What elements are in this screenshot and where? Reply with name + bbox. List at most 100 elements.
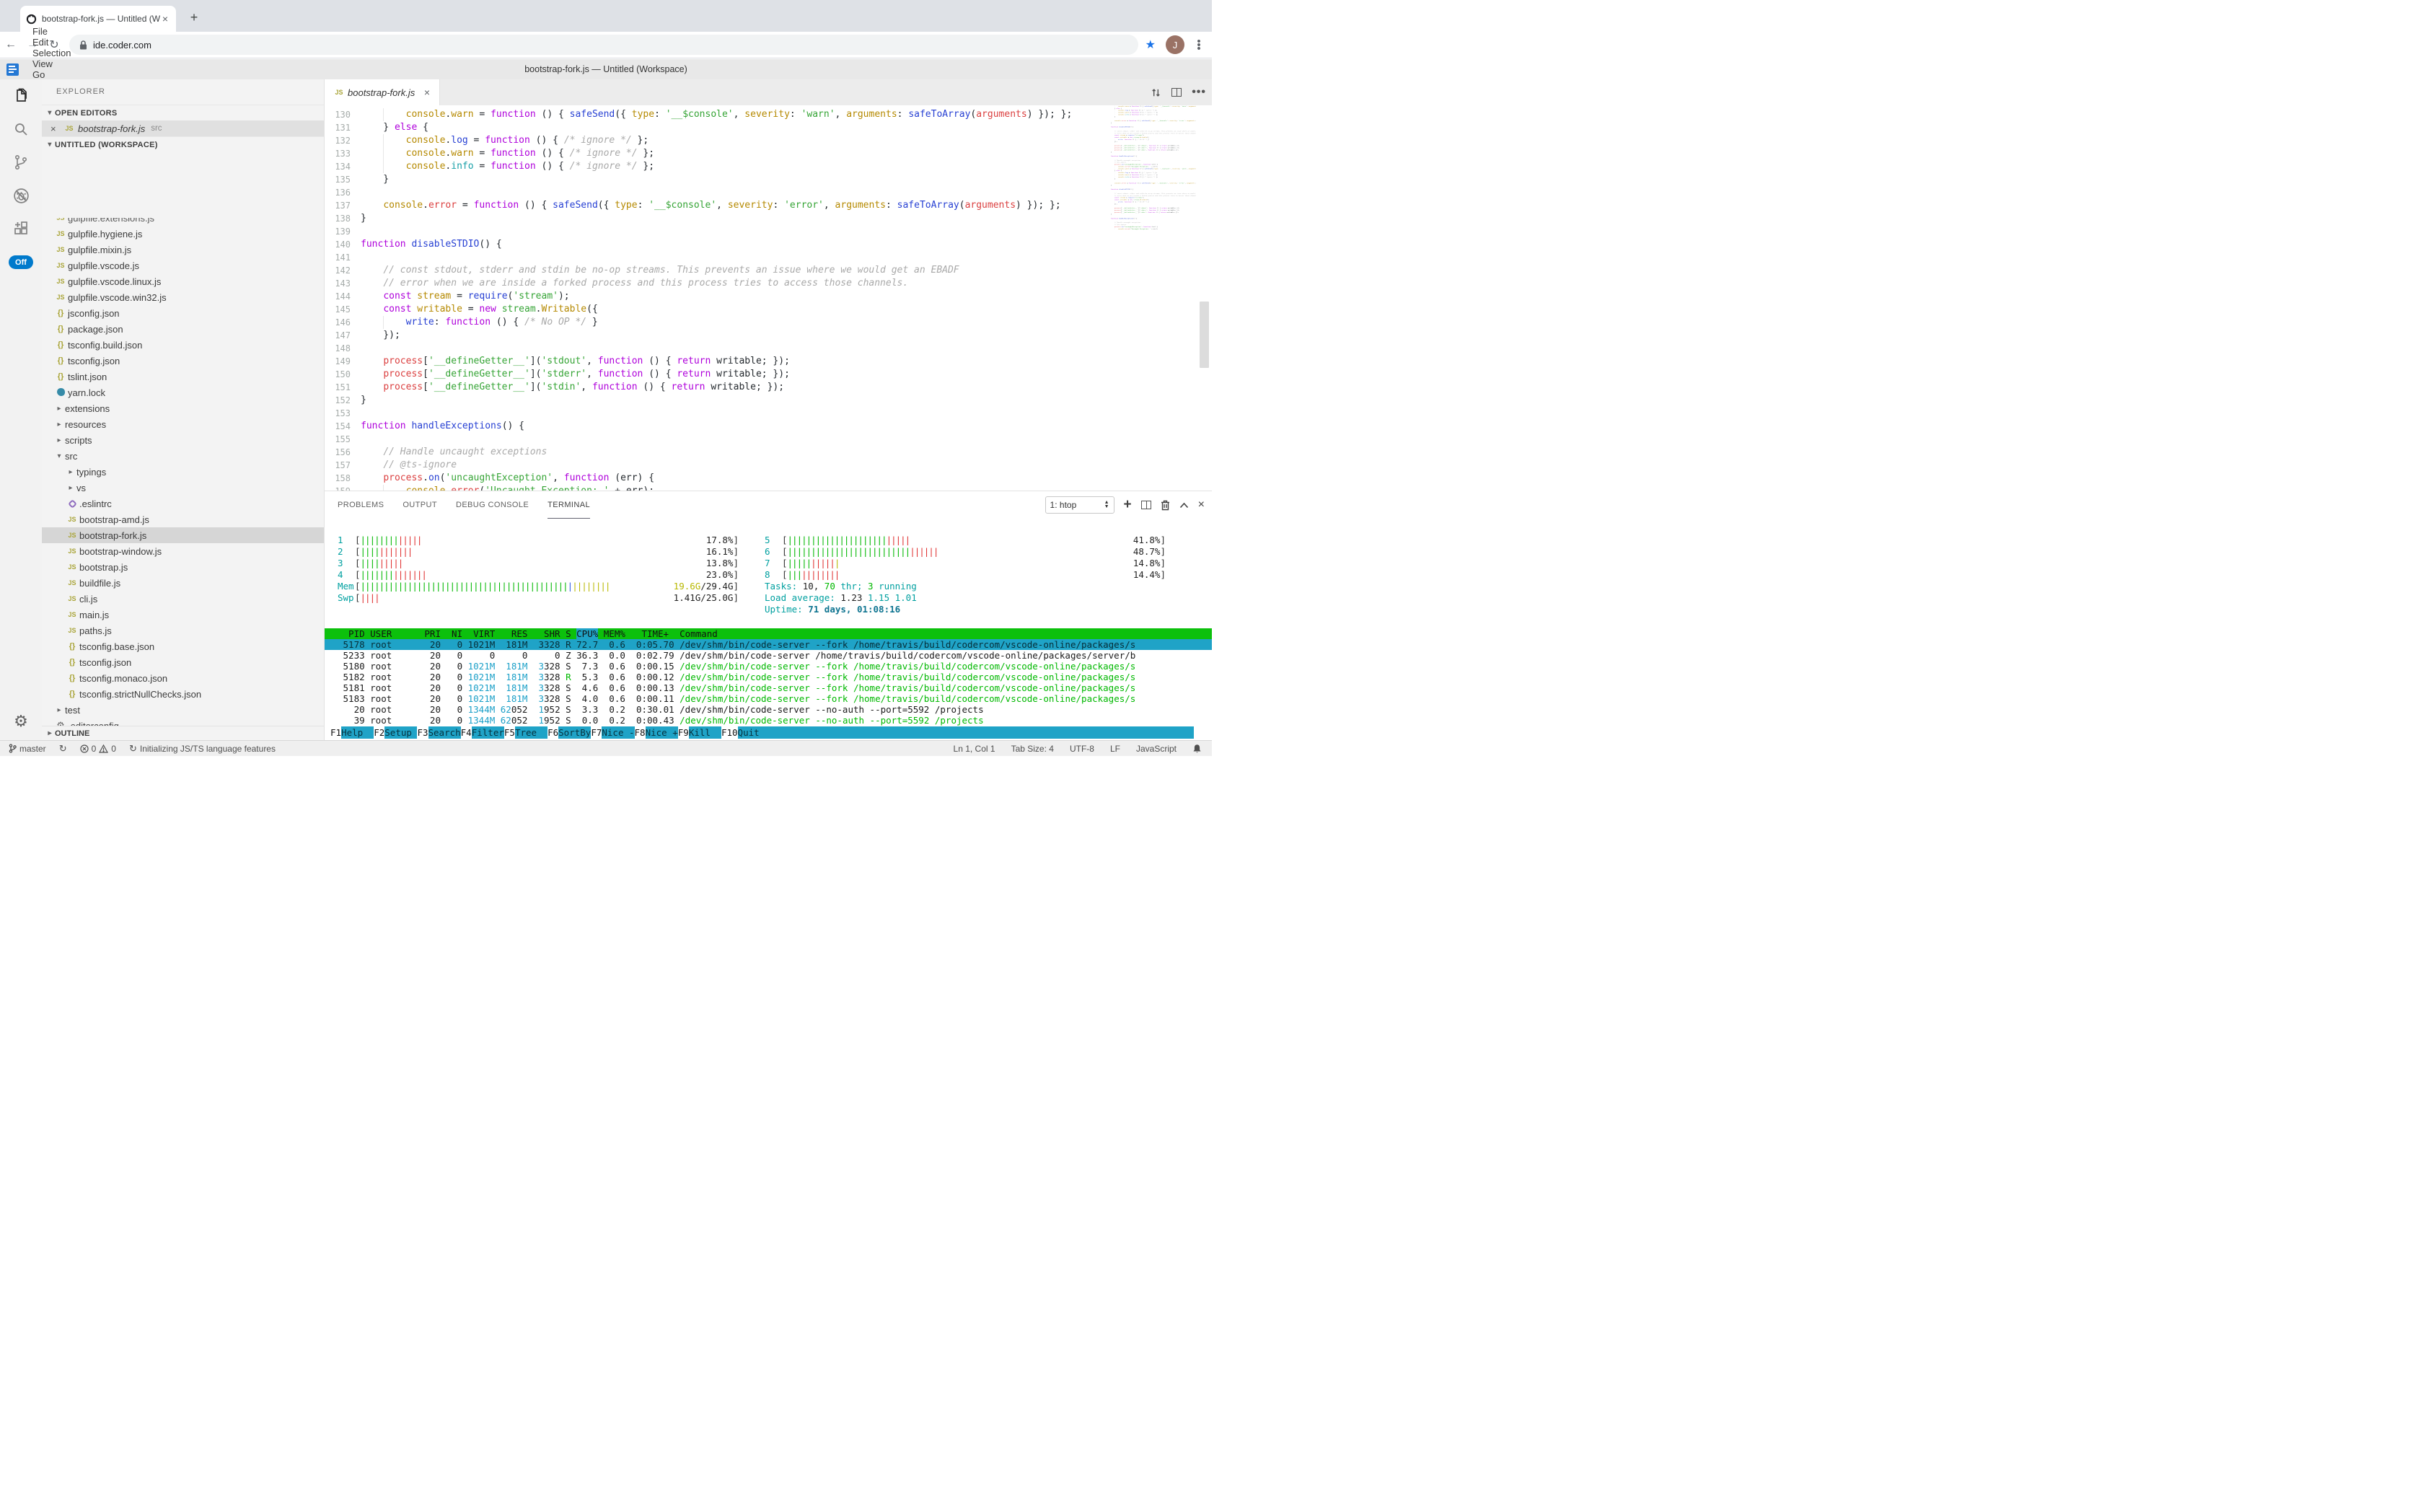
panel-tab-terminal[interactable]: TERMINAL <box>548 491 590 519</box>
tree-item-resources[interactable]: ▸resources <box>42 416 324 432</box>
tree-item-jsconfig-json[interactable]: {}jsconfig.json <box>42 305 324 321</box>
tree-item-buildfile-js[interactable]: JSbuildfile.js <box>42 575 324 591</box>
split-editor-icon[interactable] <box>1171 88 1182 97</box>
sync-button[interactable]: ↻ <box>58 743 69 755</box>
eol-indicator[interactable]: LF <box>1109 744 1122 754</box>
tree-item-test[interactable]: ▸test <box>42 702 324 718</box>
code-editor[interactable]: 130 console.warn = function () { safeSen… <box>325 105 1212 491</box>
fn-label-nice[interactable]: Nice - <box>602 726 634 739</box>
extensions-icon[interactable] <box>0 212 42 245</box>
tree-item-tsconfig-base-json[interactable]: {}tsconfig.base.json <box>42 638 324 654</box>
tree-item-gulpfile-extensions-js[interactable]: JSgulpfile.extensions.js <box>42 218 324 226</box>
bookmark-star-icon[interactable]: ★ <box>1145 38 1156 52</box>
fn-label-nice[interactable]: Nice + <box>646 726 678 739</box>
outline-section-header[interactable]: ▸ OUTLINE <box>42 726 324 740</box>
menu-item-edit[interactable]: Edit <box>26 37 77 48</box>
minimap[interactable]: console.warn = function () { safeSend({ … <box>1111 105 1196 491</box>
tree-item-gulpfile-mixin-js[interactable]: JSgulpfile.mixin.js <box>42 242 324 258</box>
column-header[interactable]: CPU% <box>576 628 598 639</box>
process-row[interactable]: 39 root 20 0 1344M 62052 1952 S 0.0 0.2 … <box>325 715 1212 726</box>
fn-label-kill[interactable]: Kill <box>689 726 721 739</box>
process-row[interactable]: 5181 root 20 0 1021M 181M 3328 S 4.6 0.6… <box>325 682 1212 693</box>
process-row[interactable]: 5180 root 20 0 1021M 181M 3328 S 7.3 0.6… <box>325 661 1212 672</box>
column-header[interactable]: MEM% TIME+ Command <box>598 628 718 639</box>
panel-tab-problems[interactable]: PROBLEMS <box>338 491 384 519</box>
address-bar[interactable]: ide.coder.com <box>69 35 1138 55</box>
fn-key-f6[interactable]: F6 <box>548 726 558 739</box>
settings-gear-icon[interactable]: ⚙ <box>0 707 42 736</box>
off-badge[interactable]: Off <box>9 255 33 269</box>
fn-label-setup[interactable]: Setup <box>384 726 417 739</box>
tree-item-bootstrap-js[interactable]: JSbootstrap.js <box>42 559 324 575</box>
tab-close-icon[interactable]: × <box>422 87 432 98</box>
fn-key-f5[interactable]: F5 <box>504 726 515 739</box>
split-terminal-icon[interactable] <box>1141 501 1151 509</box>
editor-scrollbar-thumb[interactable] <box>1200 302 1209 368</box>
tree-item-gulpfile-vscode-js[interactable]: JSgulpfile.vscode.js <box>42 258 324 273</box>
source-control-icon[interactable] <box>0 146 42 179</box>
language-mode[interactable]: JavaScript <box>1135 744 1178 754</box>
fn-key-f2[interactable]: F2 <box>374 726 384 739</box>
column-header[interactable]: PID USER PRI NI VIRT RES SHR S <box>338 628 576 639</box>
fn-label-tree[interactable]: Tree <box>515 726 548 739</box>
profile-avatar[interactable]: J <box>1166 35 1184 54</box>
fn-key-f10[interactable]: F10 <box>721 726 738 739</box>
tree-item-package-json[interactable]: {}package.json <box>42 321 324 337</box>
more-actions-icon[interactable]: ••• <box>1192 86 1206 99</box>
close-icon[interactable]: × <box>50 123 62 134</box>
process-row[interactable]: 5183 root 20 0 1021M 181M 3328 S 4.0 0.6… <box>325 693 1212 704</box>
terminal-select[interactable]: 1: htop ▲▼ <box>1045 496 1114 514</box>
sync-icon[interactable] <box>1151 87 1161 98</box>
terminal-htop[interactable]: 1[|||||||||||||17.8%]2[|||||||||||16.1%]… <box>325 519 1212 740</box>
tree-item-vs[interactable]: ▸vs <box>42 480 324 496</box>
tree-item-scripts[interactable]: ▸scripts <box>42 432 324 448</box>
tree-item-yarn-lock[interactable]: yarn.lock <box>42 384 324 400</box>
open-editor-item[interactable]: × JS bootstrap-fork.js src <box>42 120 324 136</box>
fn-label-filter[interactable]: Filter <box>472 726 504 739</box>
menu-item-view[interactable]: View <box>26 58 77 69</box>
menu-item-selection[interactable]: Selection <box>26 48 77 58</box>
tree-item-eslintrc[interactable]: .eslintrc <box>42 496 324 511</box>
tree-item-cli-js[interactable]: JScli.js <box>42 591 324 607</box>
tree-item-tsconfig-monaco-json[interactable]: {}tsconfig.monaco.json <box>42 670 324 686</box>
tree-item-extensions[interactable]: ▸extensions <box>42 400 324 416</box>
tree-item-tsconfig-json[interactable]: {}tsconfig.json <box>42 353 324 369</box>
menu-item-file[interactable]: File <box>26 26 77 37</box>
search-icon[interactable] <box>0 113 42 146</box>
fn-key-f8[interactable]: F8 <box>635 726 646 739</box>
tab-close-icon[interactable]: × <box>160 13 170 25</box>
new-terminal-icon[interactable]: + <box>1124 497 1132 513</box>
tree-item-bootstrap-fork-js[interactable]: JSbootstrap-fork.js <box>42 527 324 543</box>
tree-item-tsconfig-strictnullchecks-json[interactable]: {}tsconfig.strictNullChecks.json <box>42 686 324 702</box>
cursor-position[interactable]: Ln 1, Col 1 <box>952 744 997 754</box>
tree-item-gulpfile-vscode-win32-js[interactable]: JSgulpfile.vscode.win32.js <box>42 289 324 305</box>
open-editors-header[interactable]: ▾ OPEN EDITORS <box>42 105 324 120</box>
tree-item-gulpfile-hygiene-js[interactable]: JSgulpfile.hygiene.js <box>42 226 324 242</box>
process-row[interactable]: 5182 root 20 0 1021M 181M 3328 R 5.3 0.6… <box>325 672 1212 682</box>
tree-item-src[interactable]: ▾src <box>42 448 324 464</box>
editor-tab-bootstrap-fork[interactable]: JS bootstrap-fork.js × <box>325 79 440 105</box>
panel-tab-output[interactable]: OUTPUT <box>403 491 437 519</box>
tree-item-typings[interactable]: ▸typings <box>42 464 324 480</box>
workspace-header[interactable]: ▾ UNTITLED (WORKSPACE) <box>42 136 324 152</box>
fn-label-quit[interactable]: Quit <box>738 726 760 739</box>
tree-item-paths-js[interactable]: JSpaths.js <box>42 623 324 638</box>
debug-disabled-icon[interactable] <box>0 179 42 212</box>
menu-item-go[interactable]: Go <box>26 69 77 80</box>
browser-menu-icon[interactable]: ••• <box>1193 40 1205 50</box>
fn-label-help[interactable]: Help <box>341 726 374 739</box>
encoding-indicator[interactable]: UTF-8 <box>1068 744 1096 754</box>
tree-item-tsconfig-json[interactable]: {}tsconfig.json <box>42 654 324 670</box>
tab-size-indicator[interactable]: Tab Size: 4 <box>1010 744 1055 754</box>
problems-indicator[interactable]: 0 0 <box>79 744 118 754</box>
fn-label-sortby[interactable]: SortBy <box>558 726 591 739</box>
panel-tab-debug-console[interactable]: DEBUG CONSOLE <box>456 491 529 519</box>
notifications-bell[interactable] <box>1191 744 1203 754</box>
fn-key-f9[interactable]: F9 <box>678 726 689 739</box>
tree-item-gulpfile-vscode-linux-js[interactable]: JSgulpfile.vscode.linux.js <box>42 273 324 289</box>
tree-item-bootstrap-amd-js[interactable]: JSbootstrap-amd.js <box>42 511 324 527</box>
fn-key-f3[interactable]: F3 <box>417 726 428 739</box>
fn-key-f4[interactable]: F4 <box>461 726 472 739</box>
maximize-panel-icon[interactable] <box>1179 502 1189 509</box>
kill-terminal-icon[interactable] <box>1161 500 1170 511</box>
